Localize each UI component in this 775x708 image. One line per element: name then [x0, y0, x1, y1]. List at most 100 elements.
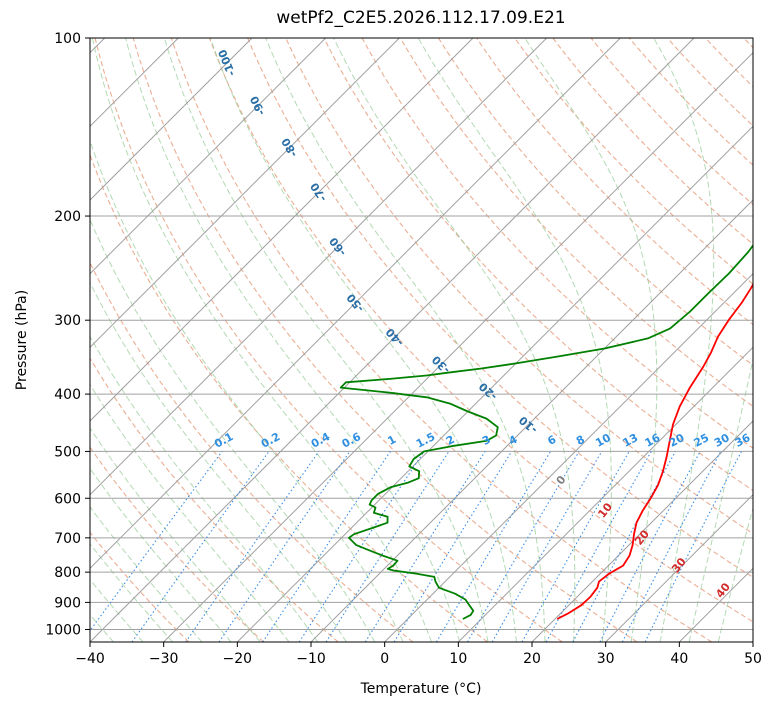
moist-adiabat-line [688, 356, 753, 642]
x-tick-label: −40 [75, 651, 105, 667]
dry-adiabat-line [476, 38, 753, 326]
mixing-ratio-line [131, 451, 270, 642]
axis-ticks: −40 −30 −20 −10 0 10 20 30 40 5010020030040050060… [45, 31, 762, 667]
dry-adiabat-line [90, 153, 488, 642]
mixing-ratio-line [262, 451, 391, 642]
mixing-ratio-line [599, 451, 701, 642]
isotherm-line [90, 38, 327, 275]
mixing-ratio-label: 1 [385, 433, 398, 448]
moist-adiabat-line [717, 506, 753, 642]
y-tick-label: 200 [54, 209, 81, 225]
dry-adiabat-line [94, 38, 563, 642]
mixing-ratio-label: 10 [593, 431, 613, 450]
moist-adiabat-line [90, 218, 376, 642]
moist-adiabat-line [91, 38, 432, 642]
y-axis-label: Pressure (hPa) [14, 290, 30, 390]
dry-adiabat-line [208, 38, 753, 623]
mixing-ratio-line [90, 451, 223, 632]
mixing-ratio-label: 0.4 [309, 430, 333, 451]
x-tick-label: 10 [449, 651, 467, 667]
isotherm-line [163, 51, 753, 642]
isotherm-line [678, 567, 753, 642]
dry-adiabat-line [90, 446, 264, 642]
moist-adiabat-label: 40 [713, 580, 733, 600]
moist-adiabat-line [90, 427, 261, 642]
dewpoint-profile-line [339, 243, 753, 620]
isotherm-line [236, 125, 753, 642]
mixing-ratio-line [491, 451, 603, 642]
isotherm-line [90, 38, 474, 422]
y-tick-label: 500 [54, 444, 81, 460]
dry-adiabat-line [437, 38, 753, 366]
moist-adiabat-line [0, 25, 84, 642]
isotherm-line [90, 38, 400, 349]
moist-adiabat-line [653, 38, 715, 642]
moist-adiabat-line [265, 38, 546, 642]
mixing-ratio-line [467, 451, 580, 642]
moist-adiabat-label: 0 [554, 473, 569, 487]
x-tick-label: −10 [296, 651, 326, 667]
x-tick-label: 0 [380, 651, 389, 667]
y-tick-label: 900 [54, 595, 81, 611]
y-tick-label: 600 [54, 491, 81, 507]
plot-frame [89, 37, 754, 643]
dry-adiabat-line [399, 38, 753, 408]
dry-adiabat-line [285, 38, 753, 535]
mixing-ratio-label: 8 [574, 433, 587, 448]
moist-adiabat-line [524, 38, 658, 642]
y-tick-label: 100 [54, 31, 81, 47]
isotherm-line [605, 493, 753, 642]
dry-adiabat-line [90, 357, 339, 642]
y-tick-label: 800 [54, 565, 81, 581]
isotherm-line [90, 38, 548, 496]
mixing-ratio-label: 1.5 [414, 430, 437, 451]
mixing-ratio-label: 20 [667, 431, 687, 450]
dry-adiabat-line [590, 38, 753, 206]
moist-adiabat-line [163, 38, 489, 642]
dry-adiabat-line [247, 38, 753, 578]
mixing-ratio-line [364, 451, 486, 642]
dry-adiabat-line [170, 38, 712, 642]
temperature-profile-line [556, 282, 753, 620]
isotherm-line [752, 641, 753, 642]
mixing-ratio-label: 36 [733, 431, 753, 450]
mixing-ratio-label: 25 [692, 431, 712, 450]
dry-adiabat-label: -100 [216, 47, 239, 78]
y-tick-label: 700 [54, 531, 81, 547]
isotherm-line [457, 346, 753, 642]
moist-adiabat-line [417, 38, 612, 642]
dry-adiabat-line [90, 531, 190, 642]
y-tick-label: 300 [54, 313, 81, 329]
moist-adiabat-line [333, 38, 576, 642]
y-tick-label: 1000 [45, 622, 81, 638]
mixing-ratio-line [218, 451, 351, 642]
mixing-ratio-label: 3 [480, 433, 493, 448]
x-tick-label: 50 [744, 651, 762, 667]
mixing-ratio-line [435, 451, 552, 642]
mixing-ratio-line [521, 451, 630, 642]
moist-adiabat-line [209, 38, 517, 642]
isotherm-line [531, 420, 753, 642]
mixing-ratio-label: 16 [643, 431, 663, 450]
isotherm-line [90, 38, 695, 642]
mixing-ratio-line [393, 451, 513, 642]
dry-adiabat-line [552, 38, 753, 245]
isotherm-line [310, 199, 753, 642]
moist-adiabat-line [90, 467, 232, 642]
y-tick-label: 400 [54, 387, 81, 403]
mixing-ratio-label: 0.1 [212, 430, 235, 451]
moist-adiabat-line [90, 383, 290, 642]
dry-adiabat-line [666, 38, 753, 127]
x-tick-label: −20 [223, 651, 253, 667]
moist-adiabat-line [90, 506, 203, 642]
mixing-ratio-line [545, 451, 652, 642]
dry-adiabat-line [743, 38, 753, 49]
mixing-ratio-label: 0.2 [259, 430, 282, 451]
x-tick-label: −30 [149, 651, 179, 667]
moist-adiabat-line [90, 335, 319, 642]
moist-adiabat-line [90, 543, 173, 642]
moist-adiabat-line [125, 38, 461, 642]
x-tick-label: 20 [523, 651, 541, 667]
isotherm-line [384, 272, 753, 642]
